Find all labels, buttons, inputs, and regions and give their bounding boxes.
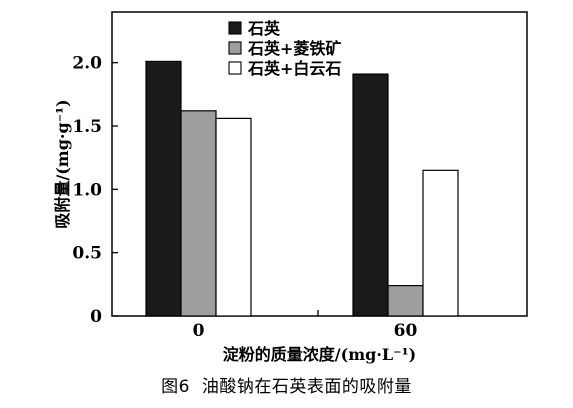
bar-1-0: [145, 60, 182, 317]
legend-swatch: [228, 41, 242, 55]
x-axis: 0 60: [193, 310, 418, 341]
bar-3-0: [215, 117, 252, 317]
x-axis-label: 淀粉的质量浓度/(mg·L⁻¹): [223, 345, 416, 364]
y-axis: 0 0.5 1.0 1.5 2.0: [72, 54, 118, 327]
y-tick-label: 0: [90, 307, 102, 327]
bar-3-60: [422, 169, 459, 317]
legend-label: 石英+白云石: [247, 59, 341, 78]
y-tick-label: 1.0: [72, 180, 102, 200]
x-tick-label: 60: [394, 321, 418, 341]
figure-caption-text: 油酸钠在石英表面的吸附量: [201, 377, 412, 397]
legend-swatch: [228, 21, 242, 35]
legend-swatch: [228, 61, 242, 75]
bars-group: [145, 60, 459, 317]
y-tick-label: 2.0: [72, 54, 102, 74]
bar-1-60: [352, 73, 389, 317]
plot-border: [111, 11, 528, 317]
legend-label: 石英: [247, 19, 281, 38]
y-axis-label: 吸附量/(mg·g⁻¹): [53, 99, 72, 228]
y-tick-label: 1.5: [72, 117, 102, 137]
figure-caption-label: 图6: [161, 377, 190, 397]
x-tick-label: 0: [193, 321, 205, 341]
bar-2-60: [387, 285, 424, 317]
y-tick-label: 0.5: [72, 244, 102, 264]
plot-area: [111, 11, 528, 317]
figure-caption: 图6 油酸钠在石英表面的吸附量: [0, 372, 573, 397]
legend-label: 石英+菱铁矿: [247, 39, 341, 58]
bar-2-0: [180, 110, 217, 317]
